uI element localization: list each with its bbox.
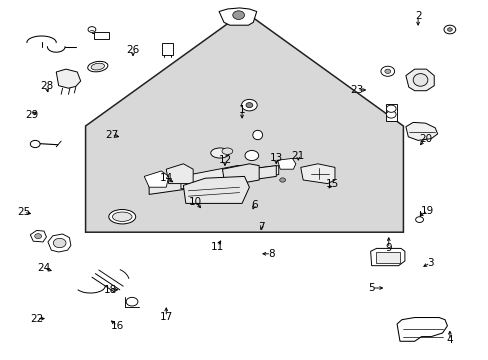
Text: 15: 15 <box>325 179 339 189</box>
Polygon shape <box>181 166 244 189</box>
Text: 16: 16 <box>110 321 124 331</box>
Ellipse shape <box>108 210 136 224</box>
Text: 17: 17 <box>159 312 173 322</box>
Ellipse shape <box>222 148 232 154</box>
Text: 2: 2 <box>414 11 421 21</box>
Circle shape <box>447 28 451 31</box>
Polygon shape <box>222 164 259 185</box>
Text: 12: 12 <box>218 155 231 165</box>
Polygon shape <box>30 230 46 242</box>
Text: 1: 1 <box>238 105 245 115</box>
Polygon shape <box>149 166 278 189</box>
Text: 6: 6 <box>250 200 257 210</box>
Polygon shape <box>56 69 81 88</box>
Circle shape <box>386 105 395 112</box>
Text: 25: 25 <box>17 207 30 217</box>
Text: 3: 3 <box>426 258 433 268</box>
Circle shape <box>126 297 138 306</box>
Text: 26: 26 <box>126 45 140 55</box>
Bar <box>386 104 396 121</box>
Polygon shape <box>149 166 276 194</box>
Polygon shape <box>48 234 71 252</box>
Polygon shape <box>166 164 193 184</box>
Polygon shape <box>300 164 334 184</box>
Circle shape <box>386 111 395 118</box>
Polygon shape <box>144 171 168 187</box>
Text: 11: 11 <box>210 242 224 252</box>
Polygon shape <box>277 158 295 169</box>
Text: 23: 23 <box>349 85 363 95</box>
Circle shape <box>380 66 394 76</box>
Text: 29: 29 <box>25 110 39 120</box>
Bar <box>375 252 399 263</box>
Bar <box>162 43 173 55</box>
Circle shape <box>245 103 252 108</box>
Text: 8: 8 <box>267 249 274 259</box>
Text: 14: 14 <box>159 173 173 183</box>
Polygon shape <box>219 8 256 25</box>
Ellipse shape <box>91 63 104 70</box>
Circle shape <box>30 140 40 148</box>
Polygon shape <box>405 69 433 91</box>
Circle shape <box>232 11 244 19</box>
Polygon shape <box>405 122 437 140</box>
Text: 10: 10 <box>189 197 202 207</box>
Text: 27: 27 <box>104 130 118 140</box>
Text: 13: 13 <box>269 153 283 163</box>
Ellipse shape <box>112 212 132 221</box>
Text: 24: 24 <box>37 263 51 273</box>
Text: 5: 5 <box>367 283 374 293</box>
Polygon shape <box>396 318 447 341</box>
Circle shape <box>35 234 41 239</box>
Ellipse shape <box>210 148 229 158</box>
Ellipse shape <box>252 130 262 140</box>
Ellipse shape <box>412 74 427 86</box>
Text: 20: 20 <box>418 134 431 144</box>
Polygon shape <box>370 248 404 266</box>
Circle shape <box>384 69 390 73</box>
Text: 9: 9 <box>385 243 391 253</box>
Text: 4: 4 <box>446 335 452 345</box>
Circle shape <box>244 150 258 161</box>
Polygon shape <box>85 12 403 232</box>
Text: 18: 18 <box>103 285 117 295</box>
Text: 7: 7 <box>258 222 264 232</box>
Ellipse shape <box>87 61 108 72</box>
Bar <box>94 32 108 39</box>
Text: 19: 19 <box>420 206 434 216</box>
Circle shape <box>53 238 66 248</box>
Circle shape <box>88 27 96 32</box>
Text: 28: 28 <box>40 81 53 91</box>
Text: 22: 22 <box>30 314 43 324</box>
Polygon shape <box>183 176 249 203</box>
Text: 21: 21 <box>291 150 305 161</box>
Circle shape <box>443 25 455 34</box>
Circle shape <box>279 178 285 182</box>
Circle shape <box>241 99 257 111</box>
Circle shape <box>415 217 423 222</box>
